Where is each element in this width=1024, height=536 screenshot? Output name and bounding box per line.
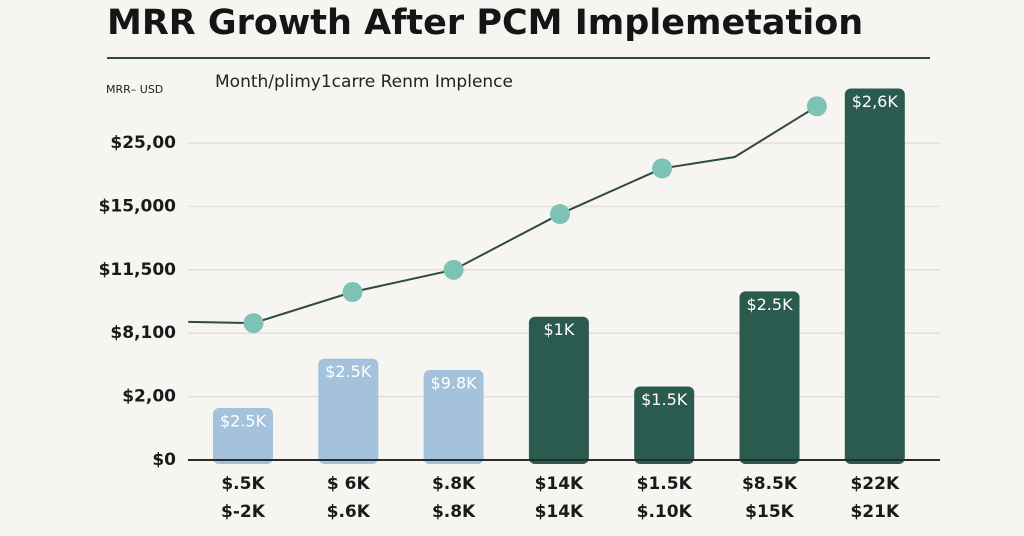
y-axis-label: MRR– USD — [106, 83, 163, 96]
bar — [318, 358, 379, 464]
bar — [423, 369, 484, 464]
x-tick-label: $ 6K — [327, 474, 371, 494]
x-tick-label: $14K — [535, 474, 584, 494]
x-tick-sublabel: $15K — [745, 502, 794, 522]
x-tick-label: $22K — [850, 474, 899, 494]
bar — [528, 316, 589, 464]
x-tick-label: $8.5K — [742, 474, 798, 494]
trend-line — [188, 105, 818, 325]
line-marker — [342, 282, 363, 303]
y-tick-label: $2,00 — [122, 387, 176, 407]
x-tick-sublabel: $.10K — [637, 502, 693, 522]
line-marker — [549, 204, 570, 225]
x-tick-sublabel: $.6K — [327, 502, 371, 522]
chart-subtitle: Month/plimy1carre Renm Implence — [215, 72, 513, 92]
y-tick-label: $0 — [152, 450, 176, 470]
bar — [739, 291, 800, 464]
data-label: $2,6K — [852, 92, 899, 111]
data-label: $2.5K — [325, 362, 372, 381]
line-marker — [443, 259, 464, 280]
data-label: $1.5K — [641, 390, 688, 409]
data-label: $2.5K — [220, 412, 267, 431]
y-tick-label: $15,000 — [99, 196, 177, 216]
x-tick-sublabel: $-2K — [221, 502, 266, 522]
line-marker — [243, 313, 264, 334]
y-tick-label: $25,00 — [110, 133, 176, 153]
x-tick-sublabel: $21K — [850, 502, 899, 522]
x-tick-sublabel: $14K — [535, 502, 584, 522]
bar — [634, 386, 695, 464]
x-tick-sublabel: $.8K — [432, 502, 476, 522]
x-tick-label: $.8K — [432, 474, 476, 494]
y-tick-label: $8,100 — [110, 323, 176, 343]
x-tick-label: $.5K — [221, 474, 265, 494]
data-label: $2.5K — [746, 295, 793, 314]
y-tick-label: $11,500 — [99, 260, 177, 280]
chart-title: MRR Growth After PCM Implemetation — [107, 3, 863, 43]
bar — [844, 88, 905, 465]
x-tick-label: $1.5K — [637, 474, 693, 494]
line-marker — [806, 96, 827, 117]
data-label: $9.8K — [431, 373, 478, 392]
data-label: $1K — [543, 320, 574, 339]
bar — [213, 408, 273, 464]
line-marker — [652, 158, 673, 179]
